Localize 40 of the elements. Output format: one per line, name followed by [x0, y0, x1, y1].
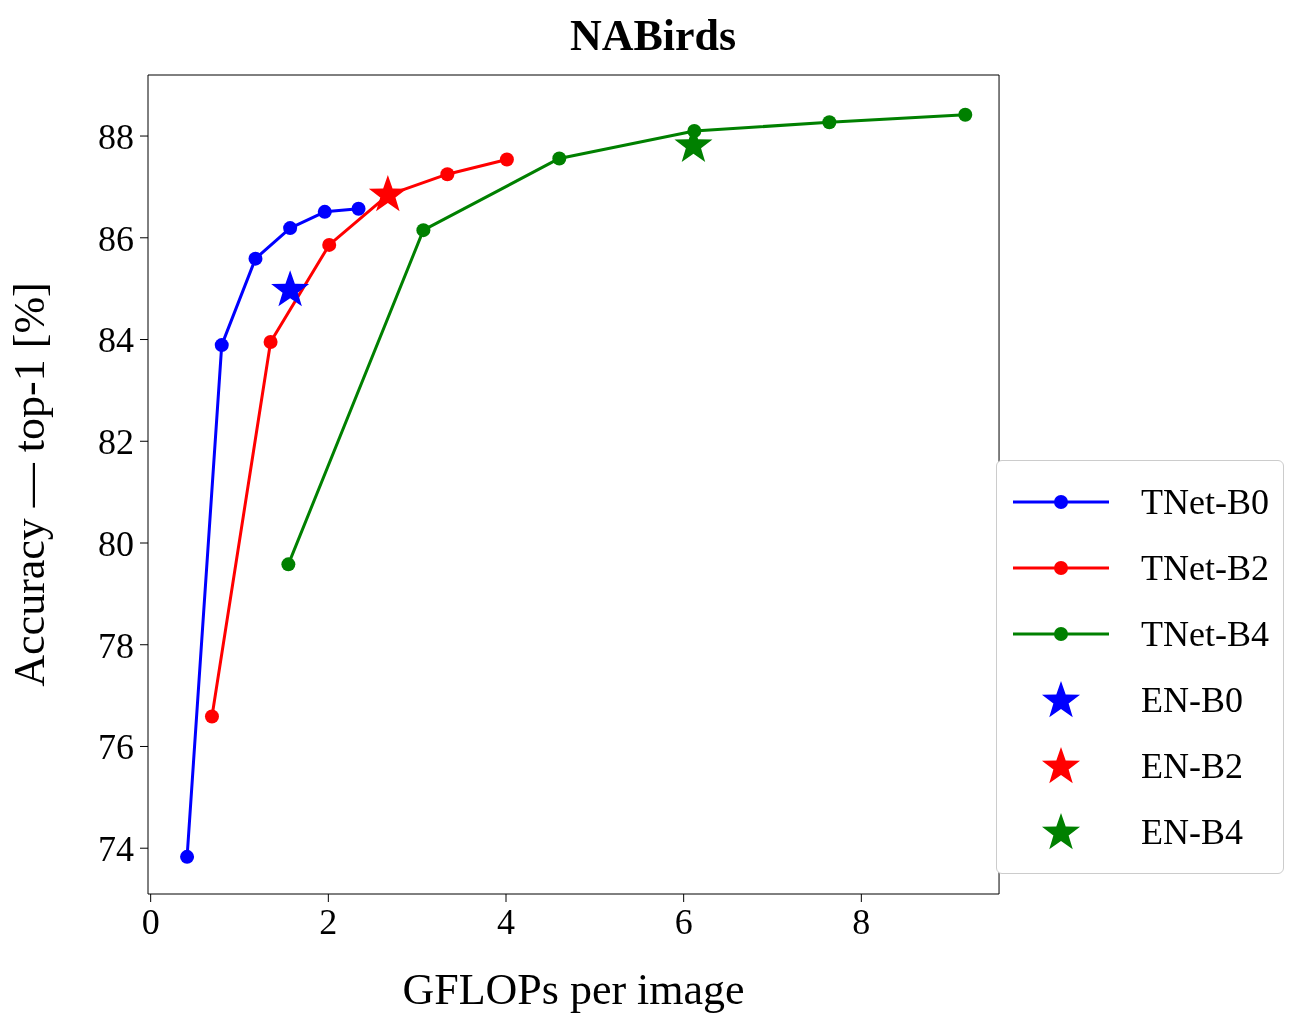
point — [440, 167, 455, 182]
point — [180, 849, 195, 864]
x-tick-label: 4 — [497, 901, 515, 942]
legend-label: TNet-B2 — [1141, 547, 1269, 589]
point — [416, 223, 431, 238]
legend-label: EN-B4 — [1141, 811, 1244, 853]
y-tick-label: 74 — [98, 829, 134, 869]
point — [368, 175, 407, 212]
point — [283, 221, 298, 236]
x-tick-label: 2 — [319, 901, 338, 942]
point — [204, 709, 219, 724]
point — [263, 335, 278, 350]
point — [552, 151, 567, 166]
point — [958, 107, 973, 122]
x-tick-label: 8 — [852, 901, 871, 942]
point — [214, 338, 229, 353]
y-tick-label: 84 — [98, 320, 134, 361]
point — [351, 201, 366, 216]
point — [271, 270, 310, 307]
y-axis-title: Accuracy — top-1 [%] — [4, 282, 54, 687]
legend-label: EN-B0 — [1141, 679, 1244, 721]
x-axis-title: GFLOPs per image — [402, 965, 745, 1014]
x-tick-label: 0 — [141, 901, 160, 942]
chart-title: NABirds — [568, 10, 738, 62]
y-tick-label: 82 — [98, 422, 134, 463]
legend-label: TNet-B4 — [1141, 613, 1269, 655]
point — [317, 204, 332, 219]
legend-label: TNet-B0 — [1141, 481, 1269, 523]
point — [281, 557, 296, 572]
point — [248, 251, 263, 266]
legend-label: EN-B2 — [1141, 745, 1244, 787]
x-tick-label: 6 — [674, 901, 693, 942]
y-tick-label: 88 — [98, 116, 134, 157]
y-tick-label: 80 — [98, 523, 134, 564]
point — [499, 152, 514, 167]
y-tick-label: 78 — [98, 625, 134, 666]
y-tick-label: 76 — [98, 727, 134, 768]
point — [322, 237, 337, 252]
point — [822, 115, 837, 130]
y-tick-label: 86 — [98, 218, 134, 259]
